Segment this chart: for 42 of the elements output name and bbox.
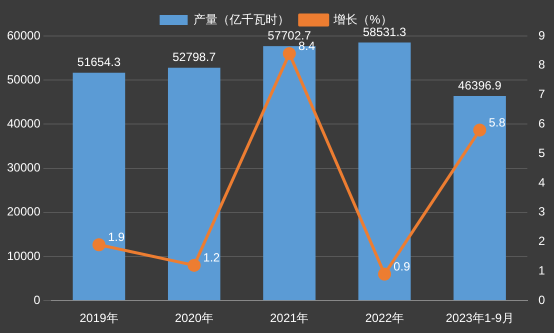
- point: [92, 238, 106, 252]
- y2-tick-label: 5: [538, 146, 546, 160]
- y2-tick-label: 7: [538, 87, 546, 102]
- y-tick-label: 0: [34, 292, 41, 307]
- y2-tick-label: 9: [538, 28, 546, 42]
- point: [188, 258, 201, 272]
- bar: [168, 68, 220, 300]
- y-tick-label: 60000: [6, 28, 41, 42]
- legend-label: 增长（%）: [332, 12, 392, 26]
- data-label: 1.9: [108, 230, 125, 244]
- y-tick-label: 50000: [6, 72, 41, 86]
- bar: [72, 72, 126, 300]
- data-label: 0.9: [394, 259, 411, 274]
- data-label: 1.2: [203, 250, 220, 265]
- data-label: 46396.9: [458, 78, 502, 92]
- x-tick-label: 2019年: [80, 311, 118, 326]
- y2-tick-label: 6: [538, 116, 546, 131]
- point: [282, 47, 296, 60]
- x-tick-label: 2021年: [270, 311, 309, 326]
- x-tick-label: 2022年: [365, 311, 404, 326]
- x-tick-label: 2020年: [174, 311, 214, 326]
- y2-tick-label: 2: [538, 234, 546, 248]
- y-tick-label: 30000: [6, 160, 41, 175]
- x-tick-label: 2023年1-9月: [446, 311, 514, 326]
- y2-tick-label: 4: [538, 175, 546, 190]
- y-tick-label: 10000: [6, 248, 41, 263]
- data-label: 5.8: [488, 115, 506, 130]
- data-label: 57702.7: [268, 28, 312, 42]
- y2-tick-label: 1: [538, 264, 546, 278]
- y2-tick-label: 0: [538, 292, 546, 307]
- point: [378, 268, 392, 281]
- y2-tick-label: 3: [538, 204, 546, 219]
- bar: [454, 96, 506, 300]
- point: [473, 124, 486, 137]
- data-label: 52798.7: [172, 50, 216, 64]
- y2-tick-label: 8: [538, 58, 546, 72]
- legend-label: 产量（亿千瓦时）: [194, 12, 290, 26]
- y-tick-label: 40000: [6, 116, 41, 131]
- data-label: 51654.3: [77, 55, 121, 70]
- bar: [358, 42, 411, 300]
- data-label: 58531.3: [362, 24, 407, 39]
- y-tick-label: 20000: [6, 204, 41, 219]
